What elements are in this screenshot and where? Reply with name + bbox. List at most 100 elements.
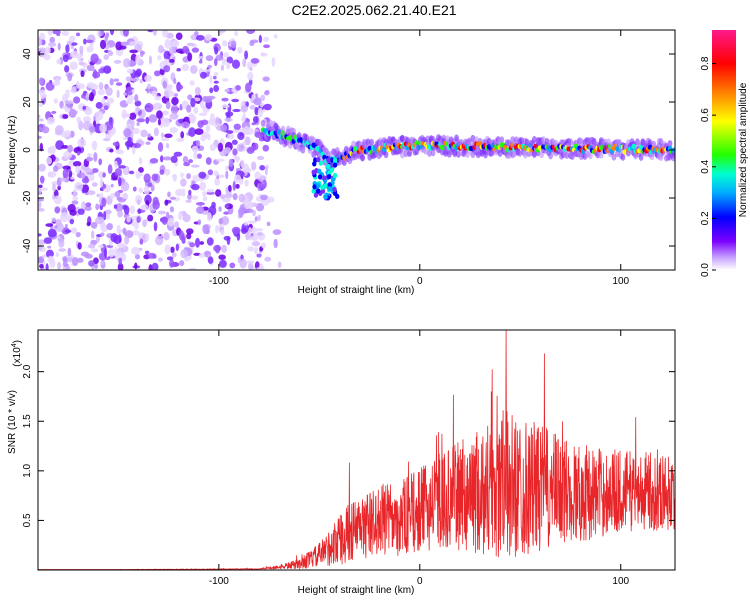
spectrogram-noise-cell: [161, 233, 165, 238]
spectrogram-noise-cell: [251, 93, 256, 100]
spectrogram-noise-cell: [257, 214, 261, 221]
spectrogram-y-tick-label: 0: [22, 147, 33, 153]
spectrogram-band-halo: [522, 151, 528, 159]
spectrogram-noise-cell: [129, 49, 138, 54]
spectrogram-band-halo: [588, 152, 593, 160]
spectrogram-noise-cell: [98, 244, 104, 249]
spectrogram-noise-cell: [220, 124, 228, 132]
snr-x-ticks: -100 0 100: [209, 330, 630, 587]
spectrogram-noise-cell: [103, 248, 108, 258]
spectrogram-noise-cell: [195, 202, 205, 206]
spectrogram-noise-cell: [116, 224, 121, 235]
spectrogram-band-halo: [635, 138, 640, 146]
spectrogram-band-halo: [327, 151, 333, 159]
spectrogram-noise-cell: [135, 54, 141, 65]
snr-y-ticks: 0.5 1.0 1.5 2.0: [22, 364, 675, 527]
spectrogram-noise-cell: [212, 75, 217, 80]
snr-y-scale-exponent: 4: [11, 343, 18, 347]
spectrogram-noise-cell: [71, 86, 77, 94]
spectrogram-noise-cell: [143, 185, 150, 195]
spectrogram-noise-cell: [68, 108, 77, 118]
spectrogram-noise-cell: [55, 252, 59, 257]
spectrogram-noise-cell: [183, 162, 191, 167]
spectrogram-noise-cell: [77, 242, 82, 250]
spectrogram-noise-cell: [131, 230, 140, 236]
spectrogram-noise-cell: [232, 193, 238, 201]
spectrogram-noise-cell: [166, 256, 174, 261]
spectrogram-noise-cell: [162, 156, 172, 161]
spectrogram-noise-cell: [221, 78, 229, 82]
spectrogram-dip-cell: [316, 157, 321, 163]
spectrogram-noise-cell: [68, 159, 76, 167]
spectrogram-noise-cell: [72, 161, 82, 167]
spectrogram-noise-cell: [91, 168, 99, 173]
spectrogram-noise-cell: [254, 246, 258, 255]
spectrogram-noise-cell: [115, 149, 124, 155]
spectrogram-noise-cell: [90, 53, 99, 64]
spectrogram-band-halo: [568, 138, 573, 146]
spectrogram-noise-cell: [145, 116, 150, 124]
spectrogram-noise-cell: [109, 193, 116, 199]
spectrogram-band-halo: [548, 152, 554, 160]
spectrogram-noise-cell: [218, 206, 222, 212]
spectrogram-noise-cell: [52, 165, 59, 172]
spectrogram-dip-cell: [326, 163, 331, 170]
spectrogram-noise-cell: [264, 165, 268, 176]
spectrogram-noise-cell: [215, 116, 220, 125]
spectrogram-noise-cell: [84, 205, 92, 211]
spectrogram-noise-cell: [169, 46, 175, 56]
spectrogram-noise-cell: [236, 143, 245, 152]
spectrogram-noise-cell: [45, 81, 55, 91]
spectrogram-noise-cell: [130, 205, 135, 214]
spectrogram-noise-cell: [100, 232, 105, 237]
chart-title: C2E2.2025.062.21.40.E21: [291, 2, 456, 18]
spectrogram-noise-cell: [273, 34, 278, 39]
spectrogram-noise-cell: [163, 65, 171, 73]
spectrogram-band-halo: [531, 136, 537, 144]
spectrogram-noise-cell: [45, 46, 51, 54]
spectrogram-noise-cell: [163, 232, 170, 241]
snr-y-scale-base: (x10: [12, 347, 23, 367]
spectrogram-noise-cell: [215, 189, 222, 197]
spectrogram-noise-cell: [198, 55, 205, 60]
spectrogram-noise-cell: [263, 44, 270, 49]
spectrogram-noise-cell: [39, 175, 45, 184]
spectrogram-band-halo: [465, 150, 470, 158]
spectrogram-noise-cell: [80, 70, 85, 78]
spectrogram-noise-cell: [55, 77, 61, 84]
spectrogram-noise-cell: [96, 193, 100, 198]
spectrogram-noise-cell: [55, 125, 64, 136]
spectrogram-noise-cell: [251, 122, 257, 126]
spectrogram-noise-cell: [181, 121, 190, 129]
spectrogram-noise-cell: [205, 124, 211, 133]
spectrogram-noise-cell: [230, 40, 237, 49]
spectrogram-noise-cell: [81, 93, 86, 99]
spectrogram-noise-cell: [46, 156, 52, 165]
spectrogram-noise-cell: [252, 142, 259, 151]
spectrogram-noise-cell: [47, 245, 52, 249]
spectrogram-noise-cell: [151, 90, 158, 97]
spectrogram-band-halo: [425, 135, 431, 143]
spectrogram-band-halo: [304, 134, 309, 142]
spectrogram-noise-cell: [76, 151, 81, 156]
spectrogram-noise-cell: [254, 216, 258, 222]
spectrogram-noise-cell: [195, 237, 201, 248]
spectrogram-noise-cell: [38, 126, 43, 131]
spectrogram-noise-cell: [59, 212, 69, 223]
spectrogram-noise-cell: [197, 219, 202, 226]
spectrogram-noise-cell: [231, 59, 241, 69]
spectrogram-noise-cell: [191, 183, 200, 191]
spectrogram-noise-cell: [76, 116, 81, 124]
spectrogram-noise-cell: [154, 70, 161, 77]
spectrogram-noise-cell: [191, 145, 199, 153]
spectrogram-noise-cell: [49, 36, 55, 44]
spectrogram-band-halo: [598, 151, 604, 159]
spectrogram-noise-cell: [58, 248, 67, 252]
spectrogram-dip-cell: [317, 168, 322, 174]
spectrogram-noise-cell: [47, 146, 52, 154]
spectrogram-noise-cell: [223, 211, 230, 215]
spectrogram-noise-cell: [169, 259, 175, 268]
spectrogram-noise-cell: [251, 161, 257, 171]
spectrogram-noise-cell: [117, 242, 126, 248]
spectrogram-noise-cell: [187, 94, 193, 101]
